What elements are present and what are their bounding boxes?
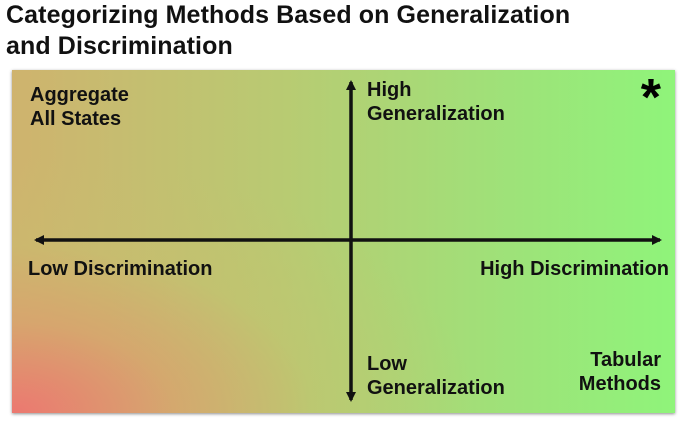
low-generalization-line-2: Generalization: [367, 377, 505, 399]
tabular-methods-label: Tabular Methods: [579, 348, 661, 396]
axes: [34, 80, 662, 402]
tabular-methods-line-2: Methods: [578, 373, 661, 395]
high-discrimination-label: High Discrimination: [480, 258, 669, 280]
low-discrimination-label: Low Discrimination: [28, 258, 213, 280]
low-generalization-label: Low Generalization: [367, 352, 505, 400]
slide-title: Categorizing Methods Based on Generaliza…: [6, 0, 676, 62]
high-generalization-line-2: Generalization: [367, 103, 505, 125]
low-generalization-line-1: Low: [367, 353, 407, 375]
quadrant-panel: Aggregate All States High Generalization…: [12, 70, 675, 413]
aggregate-label-line-2: All States: [30, 108, 122, 130]
aggregate-all-states-label: Aggregate All States: [30, 83, 129, 131]
high-generalization-line-1: High: [367, 79, 412, 101]
high-generalization-label: High Generalization: [367, 78, 505, 126]
title-line-1: Categorizing Methods Based on Generaliza…: [6, 1, 571, 29]
asterisk-marker: *: [640, 69, 661, 127]
title-line-2: and Discrimination: [6, 32, 233, 60]
tabular-methods-line-1: Tabular: [590, 349, 661, 371]
aggregate-label-line-1: Aggregate: [30, 84, 129, 106]
